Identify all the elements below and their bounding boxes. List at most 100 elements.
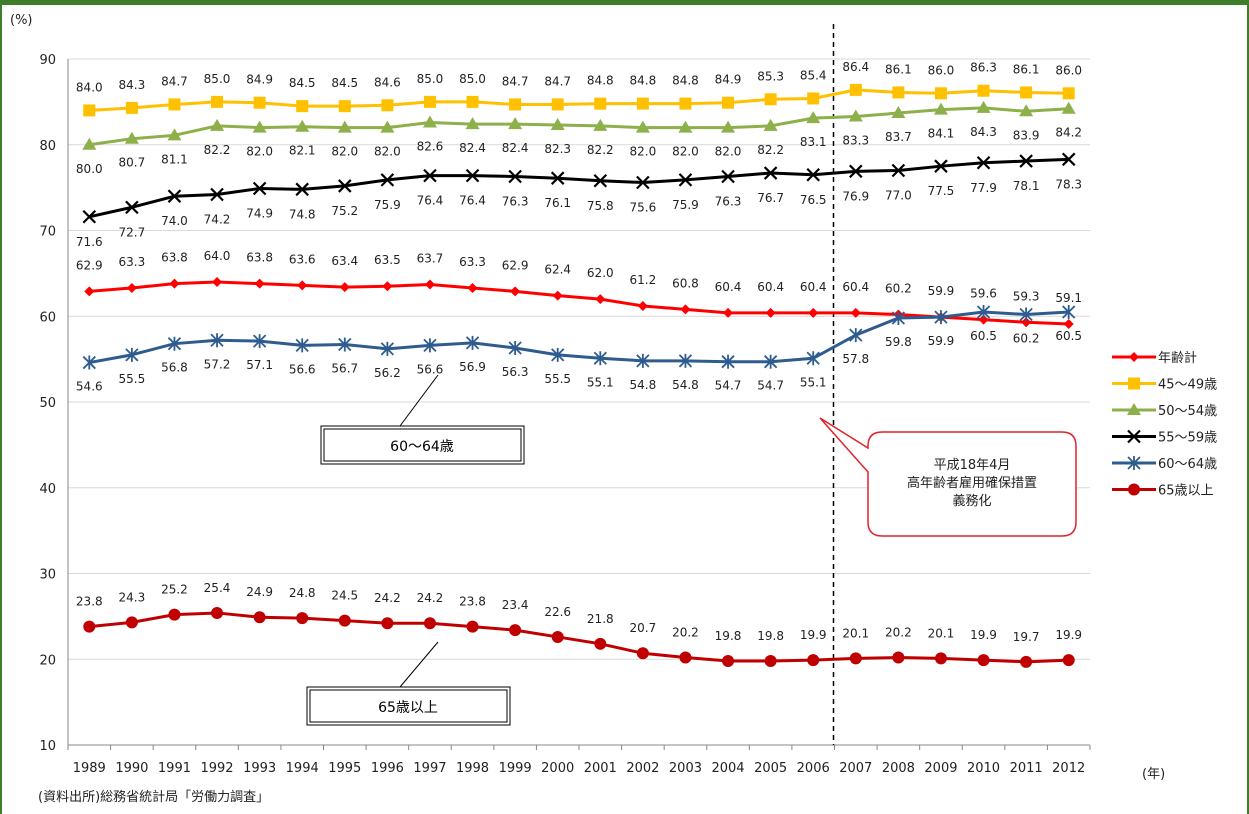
data-label-0-18: 60.4 (842, 280, 869, 294)
point-4-17 (806, 351, 820, 366)
point-4-6 (338, 337, 352, 352)
pointer-60-64 (399, 374, 439, 427)
data-label-2-16: 82.2 (757, 143, 784, 157)
series-line-2 (89, 106, 1069, 147)
data-label-4-21: 60.5 (970, 329, 997, 343)
point-2-5 (295, 119, 310, 132)
point-0-2 (169, 278, 180, 289)
data-label-3-1: 72.7 (119, 225, 146, 239)
data-label-4-11: 55.5 (544, 372, 571, 386)
point-0-16 (765, 307, 776, 318)
data-label-1-3: 85.0 (204, 72, 231, 86)
point-5-19 (892, 651, 905, 664)
data-label-1-14: 84.8 (672, 74, 699, 88)
series-4 (82, 304, 1076, 370)
point-3-21 (976, 155, 991, 170)
data-label-4-22: 60.2 (1013, 332, 1040, 346)
point-1-8 (423, 95, 436, 108)
point-1-0 (83, 104, 96, 117)
data-label-1-17: 85.4 (800, 68, 827, 82)
point-4-2 (167, 336, 182, 351)
point-5-0 (83, 620, 96, 633)
data-label-0-8: 63.7 (417, 252, 444, 266)
point-3-0 (82, 210, 97, 224)
point-5-8 (423, 617, 436, 630)
data-label-5-7: 24.2 (374, 591, 401, 605)
data-label-3-19: 77.0 (885, 188, 912, 202)
box-60-64: 60〜64歳 (320, 374, 525, 465)
legend-label-5: 65歳以上 (1158, 484, 1214, 499)
callout-line-2: 高年齢者雇用確保措置 (907, 475, 1037, 491)
callout: 平成18年4月 高年齢者雇用確保措置 義務化 (819, 417, 1077, 537)
point-3-11 (550, 171, 565, 185)
data-label-1-18: 86.4 (842, 60, 869, 74)
point-3-9 (465, 168, 480, 183)
point-5-16 (764, 654, 777, 667)
data-label-4-19: 59.8 (885, 335, 912, 349)
point-4-4 (252, 334, 267, 349)
data-label-1-19: 86.1 (885, 62, 912, 76)
x-tick-1991: 1991 (158, 761, 191, 776)
data-label-1-23: 86.0 (1055, 63, 1082, 77)
data-label-4-5: 56.6 (289, 362, 316, 376)
x-tick-1992: 1992 (200, 761, 233, 776)
point-4-12 (593, 351, 607, 366)
point-1-6 (338, 100, 351, 113)
data-label-4-23: 60.5 (1055, 329, 1082, 343)
point-0-17 (808, 307, 819, 318)
point-4-3 (210, 333, 224, 348)
data-label-3-6: 75.2 (331, 204, 358, 218)
data-label-1-0: 84.0 (76, 80, 103, 94)
data-label-4-7: 56.2 (374, 366, 401, 380)
point-4-9 (465, 335, 480, 350)
data-label-2-11: 82.3 (544, 142, 571, 156)
data-label-3-23: 78.3 (1055, 177, 1082, 191)
x-tick-1989: 1989 (73, 761, 106, 776)
series-line-3 (88, 157, 1069, 219)
data-label-5-19: 20.2 (885, 626, 912, 640)
data-label-2-15: 82.0 (715, 145, 742, 159)
x-tick-2004: 2004 (711, 761, 744, 776)
data-label-0-0: 62.9 (76, 258, 103, 272)
data-label-0-12: 62.0 (587, 266, 614, 280)
point-4-7 (380, 341, 395, 356)
legend-marker-1 (1128, 377, 1140, 390)
point-0-10 (510, 286, 521, 297)
legend: 年齢計 45〜49歳 50〜54歳 55〜59歳 60〜64歳 65歳以上 (1112, 350, 1217, 499)
point-5-2 (168, 608, 181, 621)
data-label-1-5: 84.5 (289, 76, 316, 90)
data-label-0-19: 60.2 (885, 282, 912, 296)
y-tick-30: 30 (39, 568, 56, 583)
x-tick-1999: 1999 (499, 761, 532, 776)
data-label-1-16: 85.3 (757, 69, 784, 83)
y-tick-60: 60 (39, 310, 56, 325)
point-1-7 (381, 99, 394, 112)
legend-marker-2 (1127, 403, 1141, 415)
series-line-1 (89, 88, 1069, 112)
data-label-0-17: 60.4 (800, 280, 827, 294)
point-3-7 (380, 173, 395, 187)
x-tick-1995: 1995 (328, 761, 361, 776)
legend-marker-4 (1127, 456, 1141, 470)
point-1-17 (807, 92, 820, 105)
point-0-5 (297, 280, 308, 291)
data-label-3-16: 76.7 (757, 191, 784, 205)
data-label-0-10: 62.9 (502, 258, 529, 272)
legend-label-2: 50〜54歳 (1158, 404, 1217, 419)
data-label-3-10: 76.3 (502, 194, 529, 208)
data-label-3-12: 75.8 (587, 199, 614, 213)
point-1-11 (551, 98, 564, 111)
data-label-2-18: 83.3 (842, 133, 869, 147)
legend-label-1: 45〜49歳 (1158, 378, 1217, 393)
point-5-18 (849, 652, 862, 665)
data-label-0-21: 59.6 (970, 287, 997, 301)
point-1-12 (594, 97, 607, 110)
point-2-8 (422, 115, 437, 128)
point-5-22 (1020, 655, 1033, 668)
data-label-4-8: 56.6 (417, 362, 444, 376)
data-label-4-14: 54.8 (672, 378, 699, 392)
data-label-2-23: 84.2 (1055, 126, 1082, 140)
point-1-13 (636, 97, 649, 110)
point-2-23 (1061, 101, 1076, 114)
data-label-1-22: 86.1 (1013, 62, 1040, 76)
